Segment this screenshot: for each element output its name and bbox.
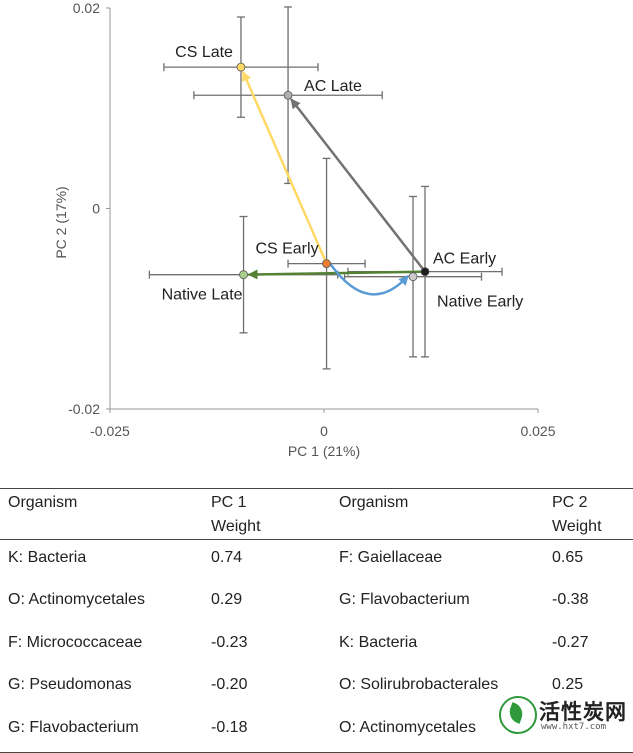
data-point (420, 267, 430, 277)
trajectory-arrows (241, 70, 424, 296)
data-points (236, 62, 430, 282)
y-tick-label: -0.02 (68, 401, 100, 417)
pc1-weight: -0.20 (211, 676, 248, 693)
pc1-organism: G: Flavobacterium (0, 709, 203, 753)
pc2-weight: -0.38 (552, 591, 589, 608)
header-organism-2: Organism (331, 488, 544, 540)
point-labels: CS Late AC Late CS Early AC Early Native Ear… (162, 44, 524, 311)
point-label: Native Late (162, 287, 243, 304)
pc2-organism: O: Solirubrobacterales (339, 676, 499, 693)
pc1-organism: K: Bacteria (8, 549, 87, 566)
table-row: O: Actinomycetales 0.29 G: Flavobacteriu… (0, 582, 633, 625)
trajectory-arrow (247, 269, 422, 280)
y-axis-title: PC 2 (17%) (53, 186, 69, 258)
pc2-weight: 0.65 (552, 549, 584, 566)
point-label: Native Early (437, 294, 523, 311)
header-pc2-weight: PC 2 Weight (544, 488, 633, 540)
watermark-site: www.hxt7.com (541, 722, 607, 732)
point-label: AC Late (304, 78, 362, 95)
table-row: K: Bacteria 0.74 F: Gaiellaceae 0.65 (0, 540, 633, 583)
pca-chart: -0.025 0 0.025 -0.02 0 0.02 PC 1 (21%) PC 2 (17… (53, 0, 556, 459)
pc2-weight: 0.25 (552, 676, 584, 693)
header-weight-2: Weight (552, 518, 602, 535)
header-pc1-weight: PC 1 Weight (203, 488, 331, 540)
x-tick-label: 0.025 (520, 423, 555, 439)
pc1-weight: 0.29 (211, 591, 243, 608)
leaf-logo-icon (499, 696, 537, 734)
axes: -0.025 0 0.025 -0.02 0 0.02 PC 1 (21%) PC 2 (17… (53, 0, 556, 459)
point-label: AC Early (433, 251, 496, 268)
watermark-logo: 活性炭网 www.hxt7.com (499, 694, 629, 734)
x-tick-label: 0 (320, 423, 328, 439)
data-point (408, 272, 418, 282)
header-organism-1: Organism (0, 488, 203, 540)
point-label: CS Late (175, 44, 233, 61)
trajectory-arrow (241, 70, 327, 261)
table-row: G: Pseudomonas -0.20 O: Solirubrobactera… (0, 667, 633, 710)
data-point (283, 90, 293, 100)
pc2-organism: G: Flavobacterium (339, 591, 470, 608)
header-pc2: PC 2 (552, 494, 588, 511)
watermark-brand: 活性炭网 (539, 701, 627, 724)
pc1-organism: O: Actinomycetales (8, 591, 145, 608)
header-weight-1: Weight (211, 518, 261, 535)
pc1-weight: 0.74 (211, 549, 243, 566)
trajectory-arrow (290, 98, 424, 270)
pc2-organism: K: Bacteria (339, 633, 418, 651)
data-point (322, 259, 331, 269)
x-tick-label: -0.025 (90, 423, 130, 439)
header-pc1: PC 1 (211, 494, 247, 511)
data-point (236, 62, 246, 72)
pc1-weight: -0.18 (203, 709, 331, 753)
table-row: F: Micrococcaceae -0.23 K: Bacteria -0.2… (0, 625, 633, 668)
point-label: CS Early (255, 241, 318, 258)
error-bars (148, 6, 503, 370)
pc1-organism: G: Pseudomonas (8, 676, 132, 693)
table-header-row: Organism PC 1 Weight Organism PC 2 Weight (0, 488, 633, 540)
data-point (239, 270, 248, 280)
pc2-weight: -0.27 (552, 633, 589, 651)
x-axis-title: PC 1 (21%) (288, 443, 360, 459)
y-tick-label: 0 (92, 201, 100, 217)
pc1-weight: -0.23 (211, 633, 248, 651)
pc1-organism: F: Micrococcaceae (8, 633, 143, 651)
pc2-organism: F: Gaiellaceae (339, 549, 443, 566)
y-tick-label: 0.02 (73, 0, 100, 16)
trajectory-arrow (329, 263, 409, 296)
